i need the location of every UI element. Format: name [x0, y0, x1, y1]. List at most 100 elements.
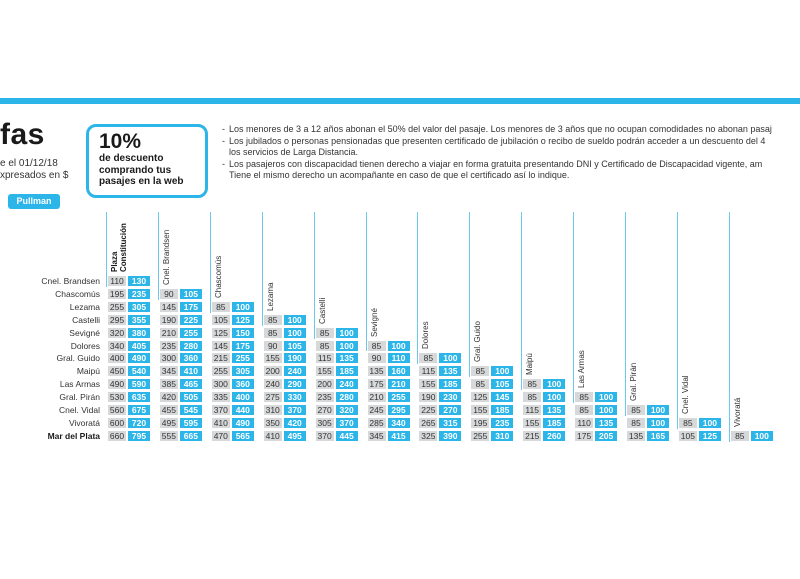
fare-cell-standard: 335: [211, 392, 230, 403]
fare-cell-standard: 85: [627, 417, 645, 428]
fare-cell-online: 100: [491, 366, 514, 377]
fare-cell-standard: 215: [211, 353, 230, 364]
column-divider: [417, 212, 419, 365]
row-label: Gral. Guido: [56, 353, 100, 364]
row-label: Castelli: [72, 314, 100, 325]
column-header: Cnel. Brandsen: [161, 229, 171, 285]
fare-cell-online: 310: [491, 430, 514, 441]
fare-cell-standard: 90: [263, 340, 282, 351]
fare-cell-online: 135: [335, 353, 358, 364]
notes-list: - Los menores de 3 a 12 años abonan el 50…: [222, 124, 800, 182]
fare-cell-standard: 410: [263, 430, 282, 441]
row-label: Maipú: [76, 366, 100, 377]
fare-cell-online: 230: [439, 392, 462, 403]
service-badge: Pullman: [8, 194, 60, 209]
fare-cell-online: 100: [543, 379, 566, 390]
fare-cell-standard: 235: [315, 392, 334, 403]
fare-cell-online: 590: [128, 379, 150, 390]
column-divider: [365, 212, 367, 352]
fare-cell-standard: 90: [367, 353, 386, 364]
column-header: Dolores: [421, 321, 431, 350]
fare-cell-standard: 155: [263, 353, 282, 364]
fare-cell-standard: 200: [263, 366, 282, 377]
column-header: Cnel. Vidal: [680, 375, 690, 414]
column-divider: [573, 212, 575, 403]
fare-cell-online: 105: [283, 340, 306, 351]
fare-cell-standard: 560: [108, 405, 126, 415]
fare-cell-online: 410: [179, 366, 202, 377]
fare-cell-online: 100: [335, 340, 358, 351]
column-header: Castelli: [317, 297, 327, 324]
fare-cell-online: 210: [387, 379, 410, 390]
note-item: - Los pasajeros con discapacidad tienen d…: [222, 158, 763, 169]
fare-cell-standard: 145: [211, 340, 230, 351]
fare-cell-standard: 85: [315, 327, 334, 338]
fare-cell-online: 545: [179, 405, 202, 415]
fare-cell-online: 315: [439, 417, 462, 428]
fare-cell-online: 445: [335, 430, 358, 441]
fare-cell-standard: 240: [263, 379, 282, 390]
fare-cell-standard: 255: [211, 366, 230, 377]
fare-cell-online: 185: [335, 366, 358, 377]
fare-cell-online: 360: [179, 353, 202, 364]
validity-date-text: e el 01/12/18: [0, 158, 58, 169]
row-label: Gral. Pirán: [59, 392, 100, 403]
row-label: Las Armas: [59, 379, 100, 390]
fare-cell-standard: 85: [523, 379, 542, 390]
fare-cell-standard: 245: [367, 405, 386, 415]
fare-cell-standard: 210: [367, 392, 386, 403]
fare-cell-standard: 85: [730, 430, 749, 441]
fare-cell-online: 260: [543, 430, 566, 441]
fare-cell-online: 280: [179, 340, 202, 351]
fare-cell-standard: 125: [211, 327, 230, 338]
fare-cell-online: 495: [283, 430, 306, 441]
fare-cell-online: 255: [179, 327, 202, 338]
fare-cell-online: 255: [387, 392, 410, 403]
fare-cell-online: 125: [231, 314, 254, 325]
promo-line-1: de descuento: [99, 153, 164, 164]
fare-cell-standard: 660: [108, 430, 126, 441]
fare-cell-standard: 345: [159, 366, 178, 377]
column-divider: [521, 212, 523, 391]
fare-cell-standard: 110: [575, 417, 594, 428]
fare-cell-standard: 555: [159, 430, 178, 441]
fare-cell-online: 150: [231, 327, 254, 338]
fare-cell-standard: 85: [523, 392, 542, 403]
fare-cell-online: 255: [231, 353, 254, 364]
fare-cell-standard: 325: [419, 430, 438, 441]
fare-cell-online: 565: [231, 430, 254, 441]
fare-cell-online: 135: [543, 405, 566, 415]
fare-cell-standard: 195: [108, 288, 126, 299]
fare-cell-online: 295: [387, 405, 410, 415]
fare-cell-standard: 385: [159, 379, 178, 390]
fare-cell-online: 205: [595, 430, 618, 441]
fare-cell-standard: 105: [211, 314, 230, 325]
fare-cell-online: 105: [491, 379, 514, 390]
fare-cell-online: 235: [128, 288, 150, 299]
row-label: Mar del Plata: [47, 430, 100, 441]
fare-cell-online: 100: [647, 405, 669, 415]
fare-cell-online: 290: [283, 379, 306, 390]
fare-cell-standard: 225: [419, 405, 438, 415]
fare-cell-online: 100: [698, 417, 721, 428]
fare-cell-online: 105: [179, 288, 202, 299]
fare-cell-standard: 450: [108, 366, 126, 377]
fare-cell-online: 415: [387, 430, 410, 441]
fare-cell-standard: 135: [627, 430, 645, 441]
fare-cell-online: 390: [439, 430, 462, 441]
fare-cell-online: 100: [595, 405, 618, 415]
fare-cell-standard: 370: [315, 430, 334, 441]
fare-cell-standard: 265: [419, 417, 438, 428]
page-title: fas: [0, 118, 45, 151]
fare-cell-online: 100: [231, 301, 254, 312]
fare-cell-online: 100: [750, 430, 773, 441]
fare-cell-online: 235: [491, 417, 514, 428]
fare-cell-online: 380: [128, 327, 150, 338]
column-divider: [313, 212, 315, 339]
fare-cell-standard: 145: [159, 301, 178, 312]
fare-cell-standard: 105: [678, 430, 697, 441]
currency-note-text: xpresados en $: [0, 170, 69, 181]
fare-cell-standard: 85: [471, 366, 490, 377]
fare-cell-standard: 85: [315, 340, 334, 351]
fare-cell-standard: 135: [367, 366, 386, 377]
